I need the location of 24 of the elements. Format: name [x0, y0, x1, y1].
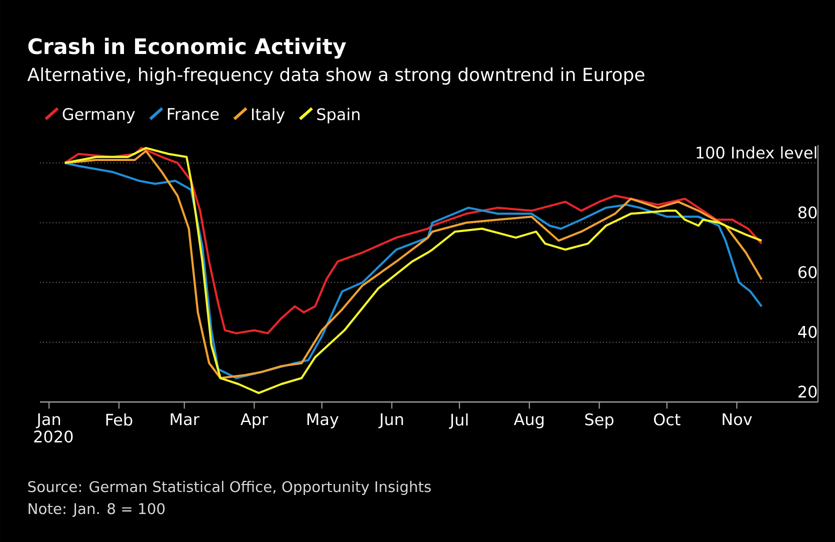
x-tick-label: Feb [106, 413, 132, 426]
x-tick-label: Sep [585, 413, 614, 429]
x-tick-label: Jun [378, 413, 403, 428]
y-tick-label: 40 [798, 326, 817, 338]
legend-label: Italy [252, 108, 285, 124]
x-tick-label: Apr [240, 413, 268, 428]
y-tick-label: 100 Index level [696, 146, 816, 159]
x-tick-label: Oct [654, 413, 680, 426]
text: Note: Jan. 8 = 100 [28, 503, 165, 517]
source-note: Source: German Statistical Office, Opportunity Insights [28, 480, 431, 496]
chart-subtitle: Alternative, high-frequency data show a strong downtrend in Europe [27, 67, 644, 85]
x-tick-label: Nov [722, 413, 752, 426]
x-tick-label: Jul [448, 413, 468, 429]
x-tick-label: May [307, 413, 338, 428]
x-tick-label: Mar [170, 413, 200, 426]
y-tick-label: 20 [798, 386, 817, 398]
x-tick-label: Aug [514, 413, 544, 428]
y-tick-label: 60 [798, 266, 817, 278]
x-tick-label: Jan 2020 [34, 413, 73, 443]
y-tick-label: 80 [798, 206, 817, 218]
chart-title: Crash in Economic Activity [28, 38, 346, 59]
legend-label: Spain [317, 108, 360, 124]
legend-label: France [168, 108, 219, 120]
legend-label: Germany [62, 108, 135, 124]
